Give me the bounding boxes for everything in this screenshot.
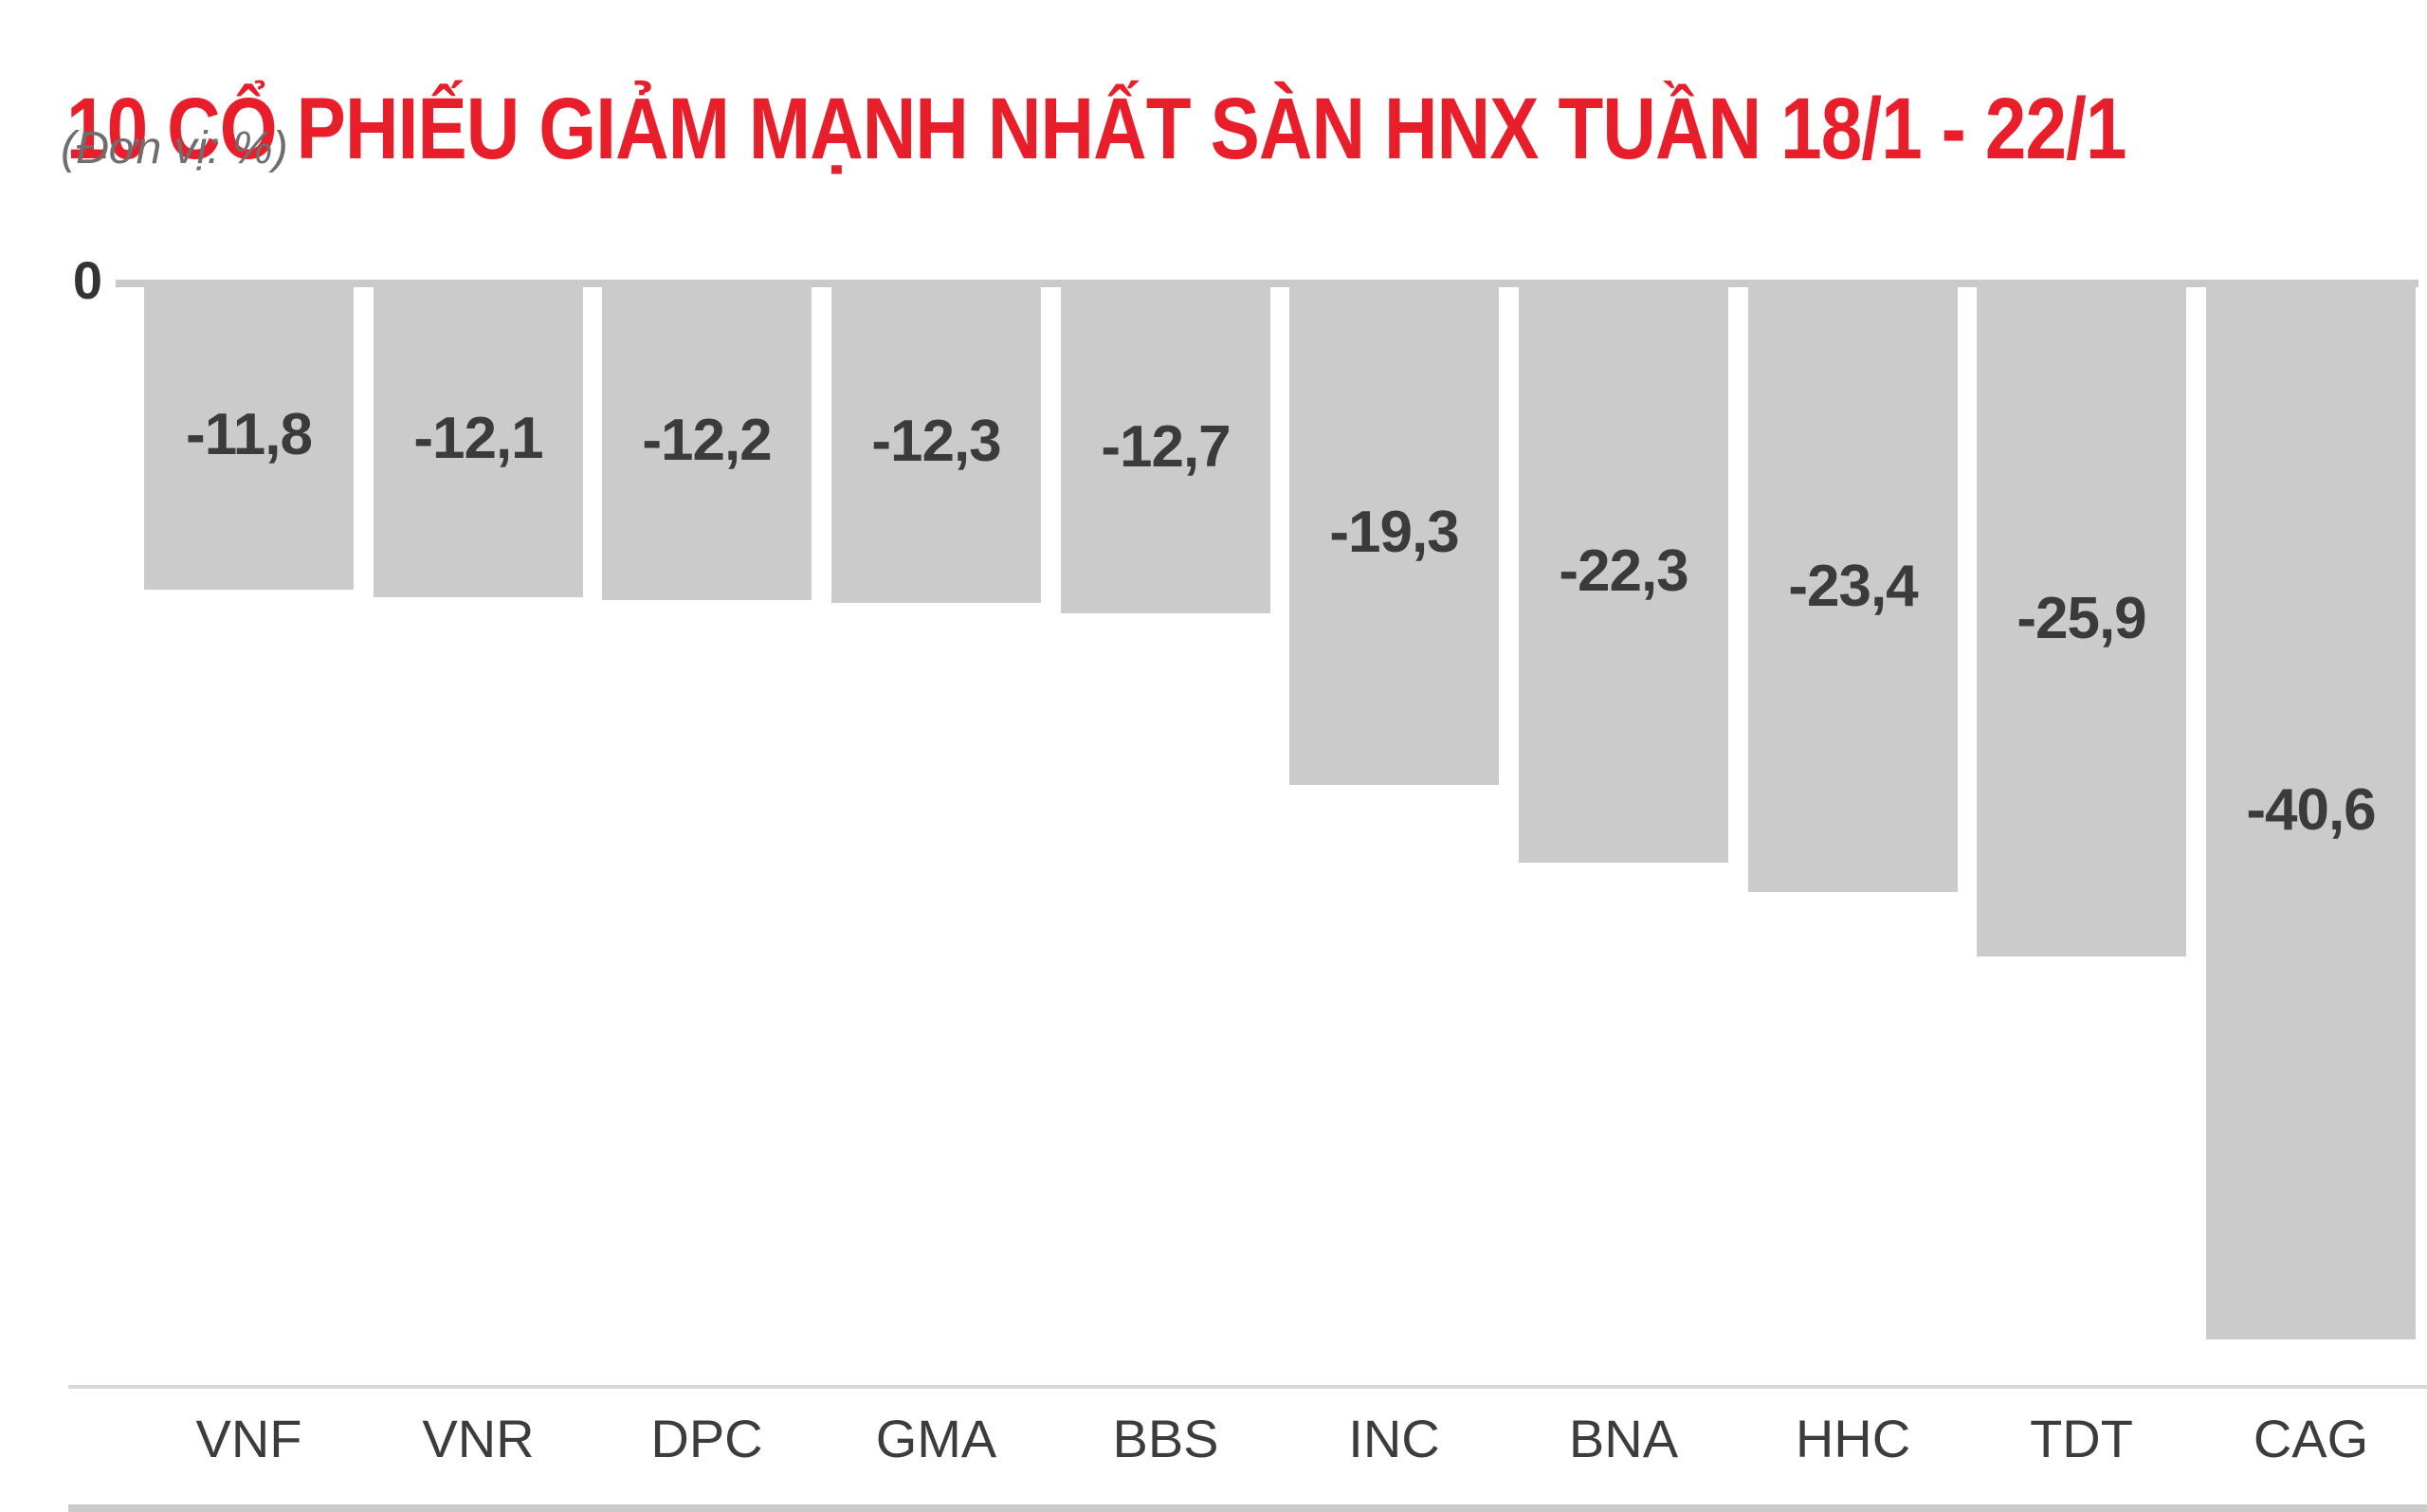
bottom-strip [68, 1504, 2427, 1512]
chart-title: 10 CỔ PHIẾU GIẢM MẠNH NHẤT SÀN HNX TUẦN … [66, 80, 2427, 177]
category-label-vnr: VNR [422, 1409, 535, 1468]
chart-unit-label: (Đơn vị: %) [61, 123, 288, 173]
category-label-bna: BNA [1568, 1409, 1679, 1468]
bar-dpc: -12,2 [602, 280, 812, 600]
bar-cag: -40,6 [2206, 280, 2416, 1339]
category-label-tdt: TDT [2030, 1409, 2133, 1468]
bar-value-label-hhc: -23,4 [1788, 553, 1918, 619]
category-label-vnf: VNF [195, 1409, 302, 1468]
bar-value-label-vnf: -11,8 [186, 402, 313, 467]
bar-value-label-vnr: -12,1 [413, 406, 543, 471]
bar-value-label-bna: -22,3 [1559, 538, 1688, 604]
category-label-cag: CAG [2253, 1409, 2369, 1468]
bar-value-label-tdt: -25,9 [2016, 585, 2146, 651]
bar-value-label-inc: -19,3 [1329, 500, 1459, 565]
category-label-inc: INC [1348, 1409, 1440, 1468]
chart-title-text: 10 CỔ PHIẾU GIẢM MẠNH NHẤT SÀN HNX TUẦN … [66, 80, 2127, 177]
bar-tdt: -25,9 [1977, 280, 2186, 956]
bar-bna: -22,3 [1519, 280, 1728, 863]
bar-value-label-gma: -12,3 [871, 409, 1001, 474]
bar-vnr: -12,1 [374, 280, 583, 597]
bar-value-label-dpc: -12,2 [642, 407, 772, 473]
category-label-gma: GMA [875, 1409, 997, 1468]
category-label-dpc: DPC [650, 1409, 763, 1468]
category-label-bbs: BBS [1112, 1409, 1219, 1468]
y-axis-zero-label: 0 [72, 250, 102, 310]
bar-inc: -19,3 [1289, 280, 1499, 785]
bar-gma: -12,3 [831, 280, 1041, 603]
bar-hhc: -23,4 [1748, 280, 1958, 892]
bar-bbs: -12,7 [1061, 280, 1270, 613]
bar-value-label-cag: -40,6 [2246, 776, 2376, 843]
bar-value-label-bbs: -12,7 [1101, 413, 1231, 480]
x-axis-separator [68, 1385, 2427, 1389]
bar-vnf: -11,8 [144, 280, 354, 590]
category-label-hhc: HHC [1795, 1409, 1911, 1468]
